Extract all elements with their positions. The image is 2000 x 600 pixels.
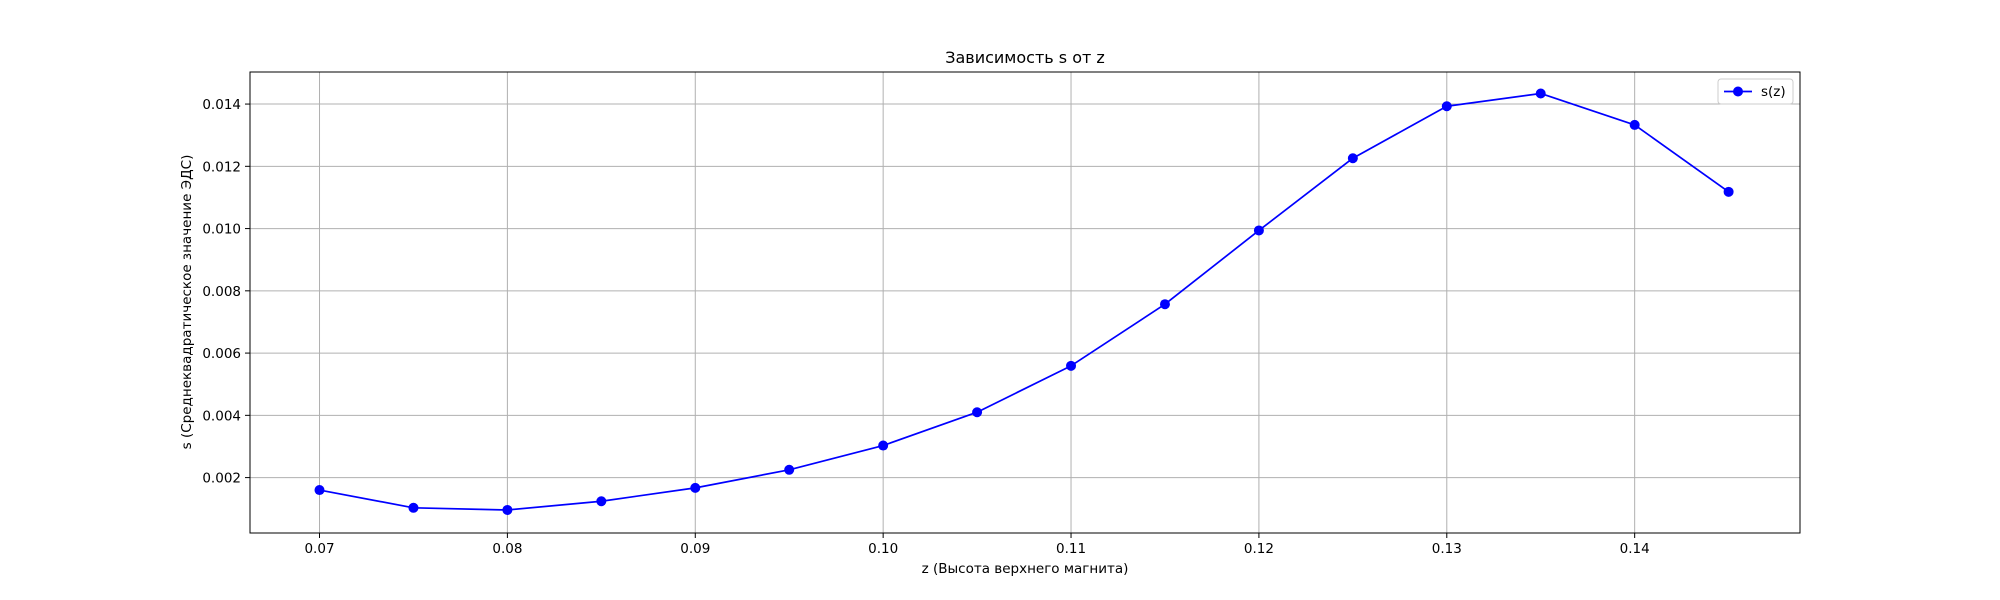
x-tick-label: 0.09 bbox=[680, 541, 710, 557]
data-point bbox=[408, 502, 419, 513]
data-point bbox=[1159, 299, 1170, 310]
x-tick-label: 0.10 bbox=[868, 541, 898, 557]
data-point bbox=[1629, 119, 1640, 130]
x-tick-label: 0.12 bbox=[1244, 541, 1274, 557]
data-point bbox=[1066, 360, 1077, 371]
y-tick-label: 0.012 bbox=[202, 159, 241, 175]
data-point bbox=[690, 482, 701, 493]
grid-lines bbox=[250, 72, 1800, 533]
y-tick-label: 0.010 bbox=[202, 222, 241, 238]
legend-box bbox=[1717, 78, 1794, 105]
y-tick-label: 0.014 bbox=[202, 97, 241, 113]
data-point bbox=[1441, 101, 1452, 112]
x-axis-label: z (Высота верхнего магнита) bbox=[922, 561, 1129, 577]
data-point bbox=[502, 504, 513, 515]
x-tick-label: 0.14 bbox=[1620, 541, 1650, 557]
data-point bbox=[1347, 153, 1358, 164]
data-point bbox=[878, 440, 889, 451]
x-tick-label: 0.13 bbox=[1432, 541, 1462, 557]
x-axis-ticks: 0.07 0.08 0.09 0.10 0.11 0.12 0.13 0.14 bbox=[304, 533, 1650, 557]
data-point bbox=[1535, 88, 1546, 99]
series-s-z bbox=[314, 88, 1734, 515]
y-axis-label: s (Среднеквадратическое значение ЭДС) bbox=[179, 155, 195, 450]
legend-marker-sample bbox=[1733, 86, 1743, 97]
plot-area-frame bbox=[249, 71, 1801, 534]
legend-entry-s-z: s(z) bbox=[1761, 84, 1786, 100]
y-tick-label: 0.006 bbox=[202, 346, 241, 362]
y-axis-ticks: 0.002 0.004 0.006 0.008 0.010 0.012 0.014 bbox=[202, 97, 250, 487]
x-tick-label: 0.11 bbox=[1056, 541, 1086, 557]
data-point bbox=[972, 407, 983, 418]
data-point bbox=[596, 496, 607, 507]
y-tick-label: 0.008 bbox=[202, 284, 241, 300]
chart-title: Зависимость s от z bbox=[945, 48, 1105, 67]
data-point bbox=[1253, 225, 1264, 236]
series-line bbox=[319, 92, 1730, 511]
data-point bbox=[784, 464, 795, 475]
x-tick-label: 0.08 bbox=[492, 541, 522, 557]
data-point bbox=[1723, 186, 1734, 197]
legend: s(z) bbox=[1717, 78, 1794, 105]
data-point bbox=[314, 485, 325, 496]
y-tick-label: 0.004 bbox=[202, 408, 241, 424]
y-tick-label: 0.002 bbox=[202, 471, 241, 487]
x-tick-label: 0.07 bbox=[304, 541, 334, 557]
